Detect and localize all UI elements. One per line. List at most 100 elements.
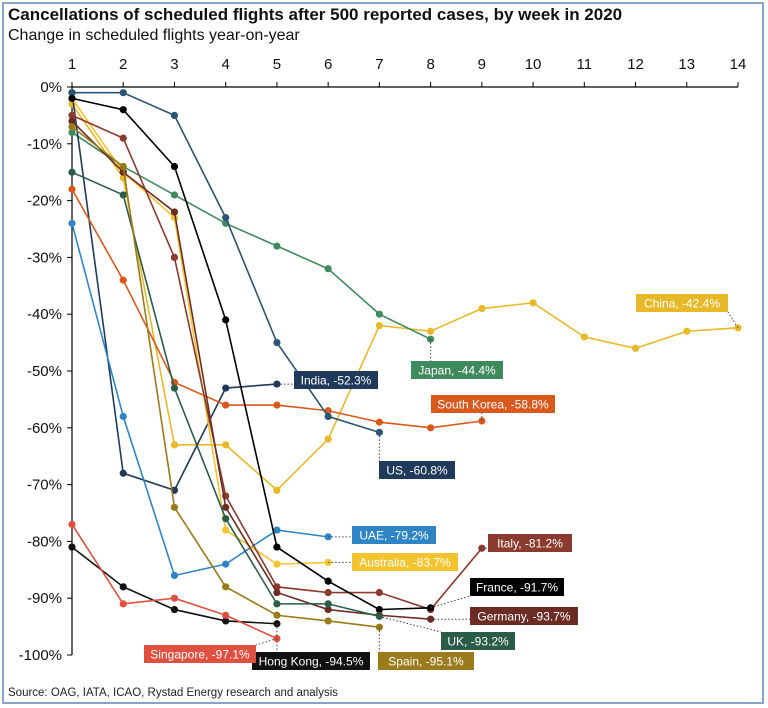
- series-label-box: [379, 461, 455, 479]
- data-point: [119, 106, 127, 114]
- series-label: Hong Kong, -94.5%: [259, 655, 364, 669]
- data-point: [119, 162, 127, 171]
- series-line: [71, 103, 739, 492]
- series-label-box: [252, 652, 370, 670]
- data-point: [119, 412, 127, 421]
- data-point: [222, 401, 230, 409]
- series-label: Australia, -83.7%: [359, 556, 451, 570]
- data-point: [222, 583, 230, 591]
- data-point: [273, 339, 281, 347]
- series-label-box: [378, 652, 474, 670]
- y-tick-label: -30%: [27, 249, 62, 266]
- data-point: [683, 327, 691, 335]
- series-label-box: [470, 578, 564, 596]
- data-point: [375, 588, 383, 597]
- data-point: [68, 111, 76, 119]
- data-point: [427, 604, 435, 612]
- series-label: US, -60.8%: [386, 464, 448, 478]
- data-point: [170, 111, 179, 119]
- x-tick-label: 2: [119, 56, 127, 73]
- series-label-box: [470, 607, 578, 625]
- data-point: [273, 611, 281, 619]
- series-line: [71, 223, 329, 577]
- data-point: [119, 600, 127, 608]
- data-point: [324, 577, 332, 585]
- data-point: [324, 412, 332, 421]
- data-point: [68, 117, 76, 125]
- data-point: [375, 321, 383, 330]
- data-point: [170, 162, 179, 171]
- data-point: [170, 253, 179, 261]
- data-point: [324, 435, 332, 443]
- data-point: [222, 316, 230, 324]
- data-point: [273, 543, 281, 551]
- series-label: Germany, -93.7%: [477, 610, 570, 624]
- data-point: [170, 571, 179, 580]
- chart-title: Cancellations of scheduled flights after…: [8, 5, 623, 24]
- data-point: [324, 617, 332, 625]
- x-tick-label: 4: [222, 56, 230, 73]
- data-point: [324, 605, 332, 614]
- data-point: [170, 208, 179, 216]
- series-label: South Korea, -58.8%: [437, 398, 549, 412]
- x-tick-label: 1: [68, 56, 76, 73]
- y-tick-label: -100%: [19, 647, 62, 664]
- data-point: [170, 503, 179, 511]
- data-point: [222, 503, 230, 511]
- x-tick-label: 14: [730, 56, 747, 73]
- series-label: UK, -93.2%: [447, 635, 509, 649]
- data-point: [273, 401, 281, 409]
- x-tick-label: 3: [170, 56, 178, 73]
- x-tick-label: 10: [525, 56, 542, 73]
- series-label-box: [144, 645, 256, 663]
- y-tick-label: -80%: [27, 533, 62, 550]
- y-tick-label: -90%: [27, 590, 62, 607]
- series-label-box: [441, 632, 515, 650]
- data-point: [68, 543, 76, 551]
- chart-subtitle: Change in scheduled flights year-on-year: [8, 27, 300, 44]
- data-point: [273, 242, 281, 250]
- data-point: [68, 89, 76, 97]
- y-tick-label: 0%: [40, 79, 62, 96]
- data-point: [222, 617, 230, 625]
- data-point: [222, 515, 230, 523]
- series-label-box: [636, 294, 728, 312]
- series-label: China, -42.4%: [644, 297, 720, 311]
- data-point: [478, 304, 486, 313]
- x-tick-label: 8: [426, 56, 434, 73]
- data-point: [119, 134, 127, 142]
- data-point: [222, 560, 230, 568]
- data-point: [529, 299, 537, 307]
- data-point: [273, 486, 281, 494]
- data-point: [273, 526, 281, 534]
- series-line: [71, 97, 431, 611]
- y-tick-label: -70%: [27, 477, 62, 494]
- data-point: [427, 424, 435, 432]
- data-point: [273, 600, 281, 608]
- x-tick-label: 13: [678, 56, 695, 73]
- series-label: Japan, -44.4%: [418, 364, 496, 378]
- series-label-box: [431, 395, 555, 413]
- x-tick-label: 5: [273, 56, 281, 73]
- series-label: Spain, -95.1%: [388, 655, 464, 669]
- x-tick-label: 7: [375, 56, 383, 73]
- series-label: India, -52.3%: [301, 374, 372, 388]
- data-point: [375, 605, 383, 614]
- y-tick-label: -20%: [27, 193, 62, 210]
- data-point: [119, 469, 127, 477]
- data-point: [324, 600, 332, 608]
- series-label: UAE, -79.2%: [359, 529, 429, 543]
- series-label: Italy, -81.2%: [497, 537, 563, 551]
- data-point: [273, 588, 281, 597]
- source-note: Source: OAG, IATA, ICAO, Rystad Energy r…: [8, 687, 339, 699]
- data-point: [119, 191, 127, 199]
- data-point: [222, 384, 230, 392]
- data-point: [273, 560, 281, 568]
- series-line: [71, 188, 482, 429]
- data-point: [375, 310, 383, 318]
- data-point: [170, 191, 179, 199]
- data-point: [427, 327, 435, 335]
- data-point: [119, 89, 127, 97]
- series-label-box: [352, 526, 436, 544]
